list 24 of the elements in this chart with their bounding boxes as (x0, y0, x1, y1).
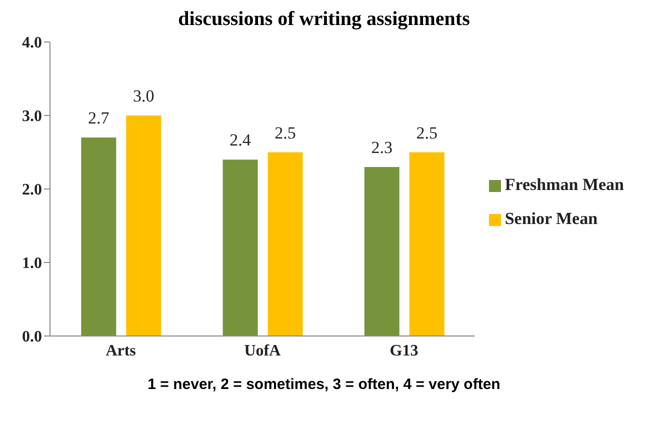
legend-label: Freshman Mean (504, 175, 624, 194)
text: 1 = never, 2 = sometimes, 3 = often, 4 = very often (146, 376, 502, 393)
y-tick-label: 0.0 (22, 328, 42, 346)
legend-label: Senior Mean (504, 209, 598, 228)
data-label: 3.0 (133, 86, 154, 106)
data-label: 2.5 (416, 123, 438, 142)
bar (126, 116, 162, 336)
bar (364, 166, 400, 336)
data-label: 2.3 (371, 138, 393, 157)
y-tick-label: 3.0 (22, 108, 42, 126)
bar (81, 138, 116, 336)
bar (268, 152, 303, 336)
x-tick-label: G13 (390, 342, 418, 360)
data-label: 2.7 (88, 108, 110, 128)
y-tick-label: 2.0 (22, 182, 42, 199)
bar (222, 160, 258, 336)
y-tick-label: 1.0 (22, 255, 42, 272)
data-label: 2.4 (230, 130, 252, 150)
y-tick-label: 4.0 (22, 34, 42, 52)
chart-title: discussions of writing assignments (177, 8, 471, 32)
bar (409, 152, 444, 336)
x-tick-label: UofA (244, 342, 282, 360)
data-label: 2.5 (274, 123, 296, 142)
x-tick-label: Arts (106, 342, 136, 360)
